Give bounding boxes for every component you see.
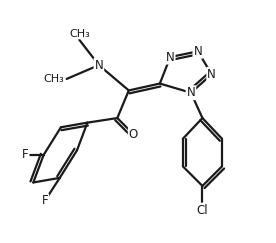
Text: N: N [166, 51, 175, 64]
Text: N: N [193, 45, 202, 58]
Text: N: N [207, 68, 216, 81]
Text: F: F [41, 194, 48, 207]
Text: O: O [129, 128, 138, 141]
Text: N: N [187, 86, 195, 99]
Text: Cl: Cl [197, 204, 208, 217]
Text: CH₃: CH₃ [69, 29, 90, 39]
Text: F: F [22, 148, 28, 161]
Text: N: N [94, 59, 103, 72]
Text: CH₃: CH₃ [44, 74, 64, 84]
